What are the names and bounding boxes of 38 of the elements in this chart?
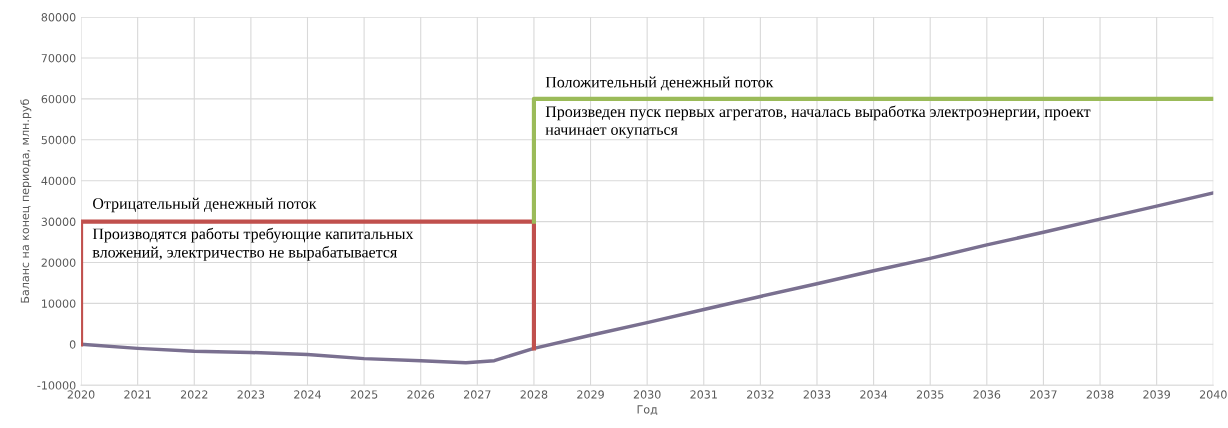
x-tick-label: 2039 <box>1143 390 1171 399</box>
x-tick-label: 2040 <box>1199 390 1227 399</box>
y-tick-label: 30000 <box>41 217 76 226</box>
y-tick-label: 70000 <box>41 53 76 63</box>
y-tick-label: 80000 <box>41 13 76 22</box>
x-axis-title: Год <box>637 405 658 415</box>
y-axis-title: Баланс на конец периода, млн.руб <box>20 99 32 303</box>
x-tick-label: 2034 <box>860 390 888 399</box>
x-tick-label: 2029 <box>577 390 604 399</box>
y-tick-label: 50000 <box>41 135 76 145</box>
line-series <box>81 191 1214 365</box>
y-tick-label: 0 <box>69 340 76 349</box>
annotation: Произведен пуск первых агрегатов, началась выработка электроэнергии, проект начинает окупаться <box>545 105 1091 139</box>
x-tick-label: 2024 <box>294 390 322 399</box>
x-tick-label: 2030 <box>633 390 661 399</box>
x-tick-label: 2023 <box>237 390 265 399</box>
y-tick-label: 60000 <box>41 94 76 104</box>
annotation: Отрицательный денежный поток <box>93 197 317 213</box>
x-tick-label: 2026 <box>407 390 435 399</box>
annotation: Производятся работы требующие капитальных вложений, электричество не вырабатывается <box>92 227 414 261</box>
x-tick-label: 2025 <box>350 390 378 399</box>
x-tick-label: 2020 <box>67 390 95 399</box>
x-tick-label: 2028 <box>520 390 548 399</box>
x-tick-label: 2035 <box>916 390 944 399</box>
x-tick-label: 2031 <box>690 390 717 399</box>
x-tick-label: 2027 <box>464 390 491 399</box>
x-tick-label: 2032 <box>747 390 774 399</box>
x-tick-label: 2036 <box>973 390 1001 399</box>
y-tick-label: 10000 <box>42 299 76 308</box>
x-tick-label: 2021 <box>124 390 151 399</box>
y-tick-label: 40000 <box>41 176 76 186</box>
y-tick-label: -10000 <box>37 381 76 390</box>
y-tick-label: 20000 <box>41 258 76 267</box>
x-tick-label: 2022 <box>180 390 208 399</box>
x-tick-label: 2033 <box>803 390 831 399</box>
x-tick-label: 2038 <box>1086 390 1114 399</box>
annotation: Положительный денежный поток <box>545 76 774 91</box>
x-tick-label: 2037 <box>1030 390 1057 399</box>
